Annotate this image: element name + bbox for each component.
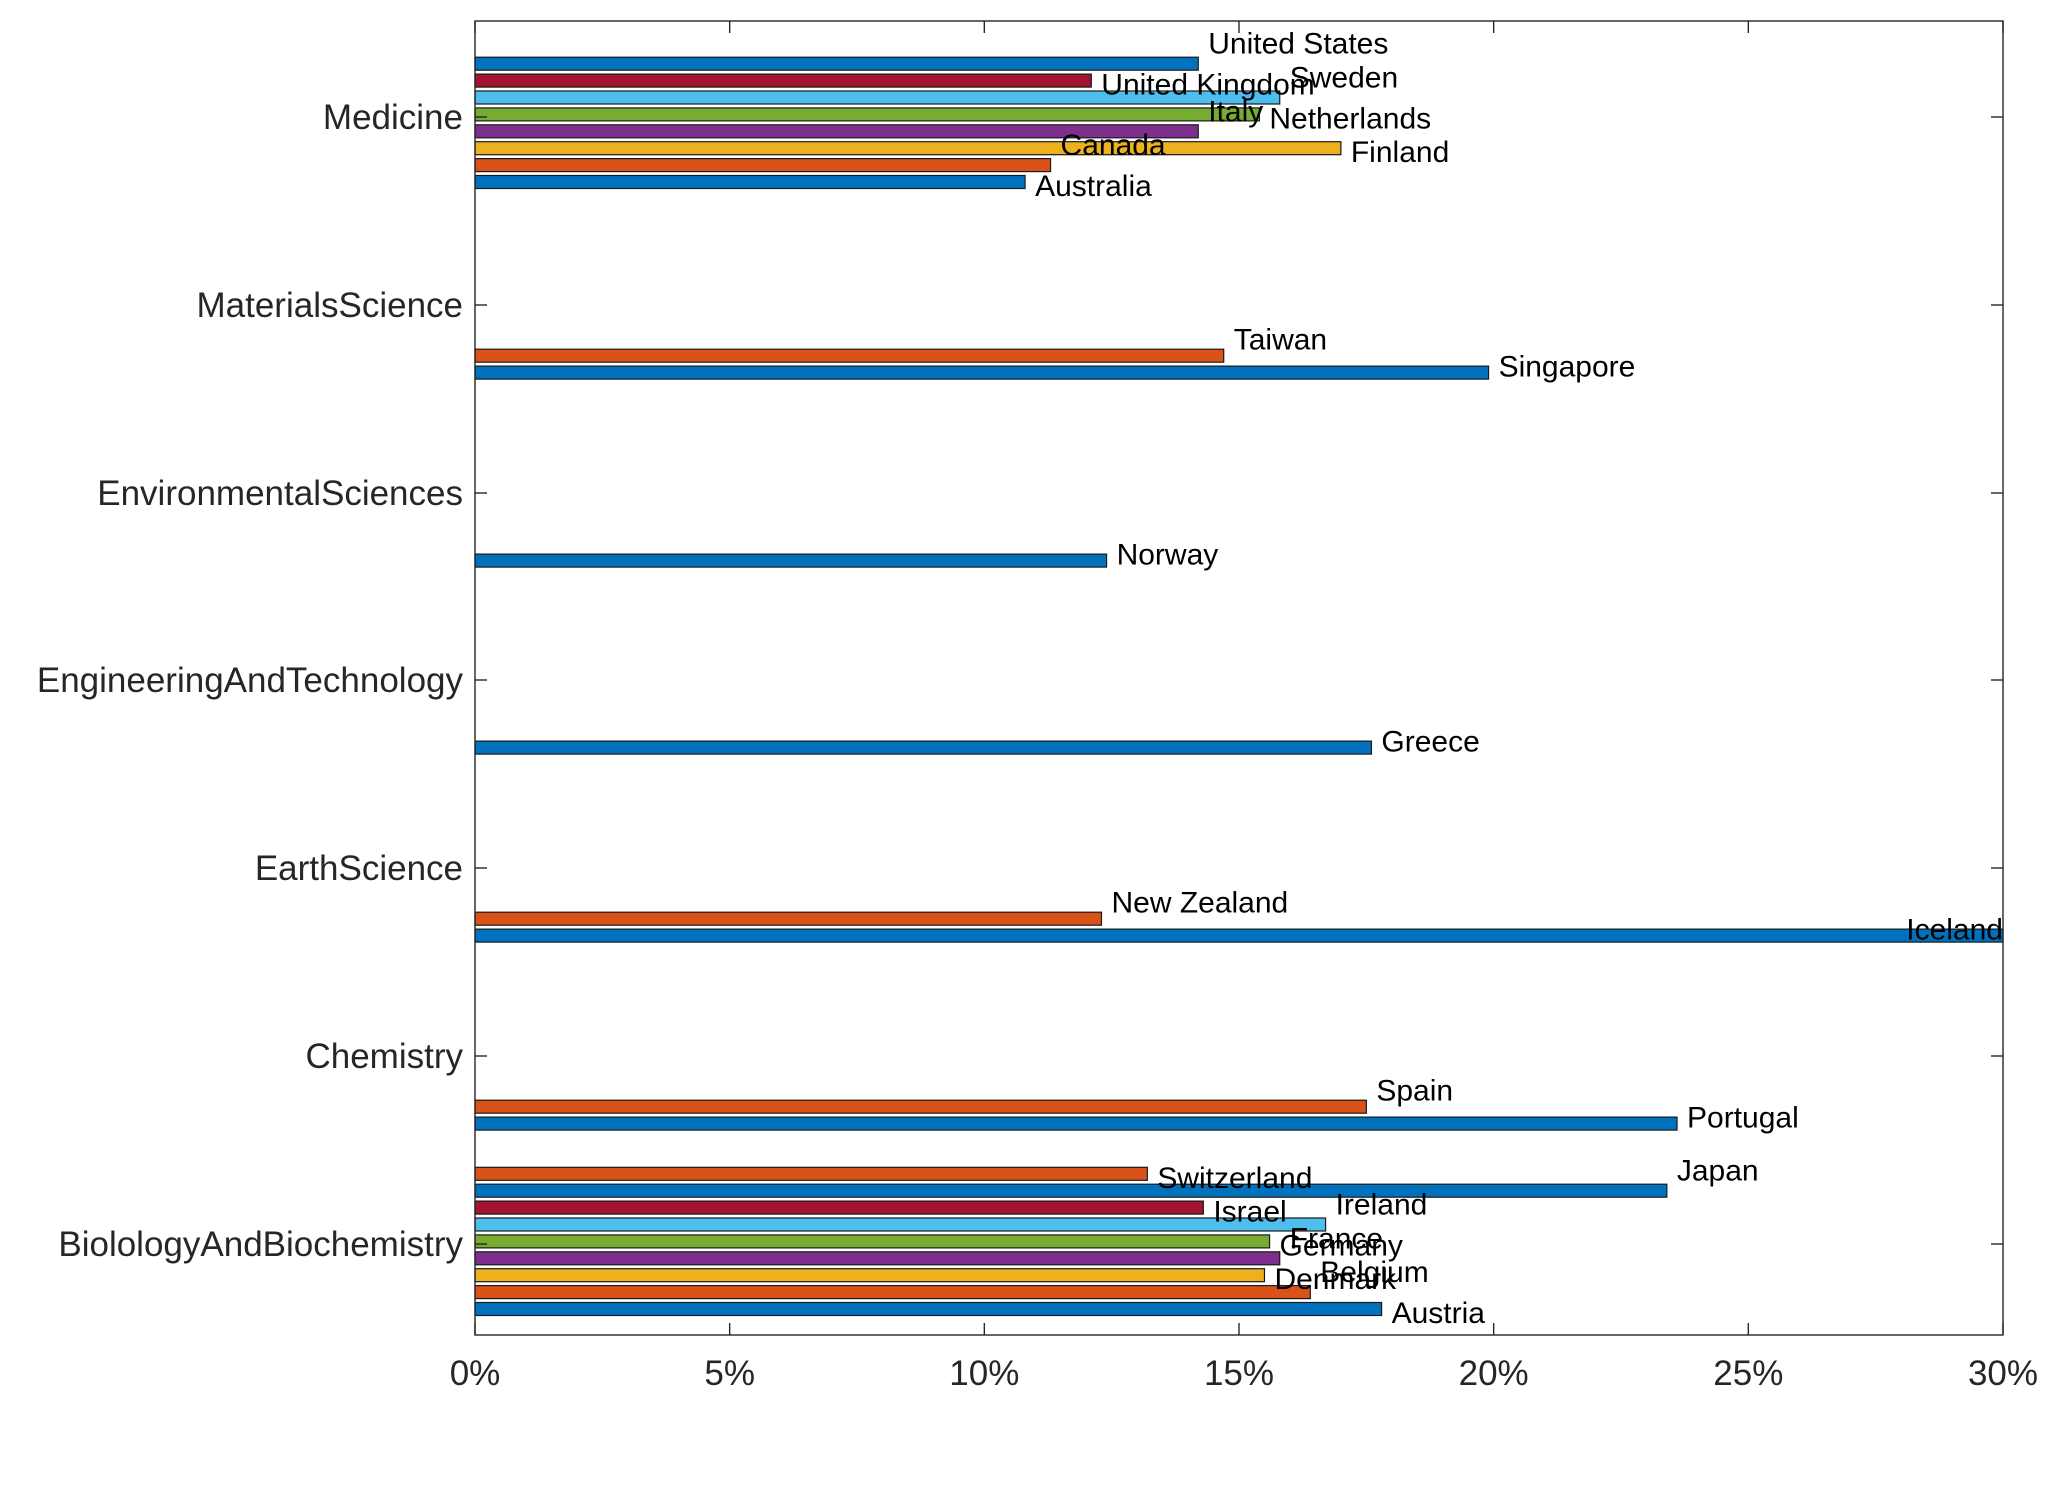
- bar-taiwan: [474, 348, 1225, 363]
- bar-portugal: [474, 1116, 1678, 1131]
- bar-label-netherlands: Netherlands: [1269, 102, 1431, 135]
- bar-label-italy: Italy: [1208, 95, 1263, 128]
- bar-label-canada: Canada: [1061, 129, 1166, 162]
- bar-japan: [474, 1183, 1668, 1198]
- bar-greece: [474, 740, 1373, 755]
- bar-label-belgium: Belgium: [1320, 1256, 1428, 1289]
- category-label: Chemistry: [305, 1037, 463, 1076]
- bar-label-finland: Finland: [1351, 136, 1449, 169]
- bar-new-zealand: [474, 911, 1103, 926]
- bar-denmark: [474, 1268, 1266, 1283]
- axes-layer: 0% 5% 10% 15% 20% 25% 30% Medicine MaterialsScie…: [37, 20, 2038, 1393]
- bar-austria: [474, 1301, 1383, 1317]
- bar-united-kingdom: [474, 73, 1092, 88]
- bar-ireland: [474, 1217, 1327, 1232]
- bar-label-iceland: Iceland: [1906, 914, 2003, 947]
- axes-box: [474, 20, 2004, 1336]
- bar-label-united-kingdom: United Kingdom: [1101, 69, 1314, 102]
- bar-united-states: [474, 56, 1199, 71]
- category-label: Medicine: [323, 98, 463, 137]
- bar-canada: [474, 158, 1052, 173]
- category-label: MaterialsScience: [197, 286, 464, 325]
- bar-label-germany: Germany: [1280, 1229, 1403, 1262]
- bar-germany: [474, 1234, 1271, 1249]
- bar-label-israel: Israel: [1213, 1196, 1286, 1229]
- bar-label-ireland: Ireland: [1336, 1189, 1428, 1222]
- bar-label-greece: Greece: [1381, 726, 1479, 759]
- bar-label-portugal: Portugal: [1687, 1102, 1799, 1135]
- bar-label-switzerland: Switzerland: [1157, 1162, 1312, 1195]
- bar-australia: [474, 174, 1026, 190]
- bar-netherlands: [474, 107, 1260, 122]
- bar-switzerland: [474, 1166, 1148, 1181]
- bar-label-france: France: [1290, 1222, 1383, 1255]
- bar-israel: [474, 1200, 1204, 1215]
- bar-label-denmark: Denmark: [1274, 1263, 1397, 1296]
- bar-label-sweden: Sweden: [1290, 62, 1398, 95]
- bar-label-austria: Austria: [1392, 1297, 1486, 1330]
- category-label: EnvironmentalSciences: [97, 474, 463, 513]
- x-tick-label: 10%: [949, 1354, 1019, 1393]
- x-tick-label: 20%: [1459, 1354, 1529, 1393]
- x-tick-label: 0%: [450, 1354, 501, 1393]
- bar-label-australia: Australia: [1035, 170, 1152, 203]
- bar-label-singapore: Singapore: [1499, 351, 1636, 384]
- category-label: EngineeringAndTechnology: [37, 661, 464, 700]
- x-tick-label: 5%: [704, 1354, 755, 1393]
- category-label: EarthScience: [255, 849, 463, 888]
- bar-labels-layer: Australia Canada Finland Italy Netherlands Sw…: [1035, 28, 2003, 1330]
- bar-label-united-states: United States: [1208, 28, 1388, 61]
- bar-belgium: [474, 1284, 1311, 1300]
- bar-singapore: [474, 365, 1490, 380]
- x-tick-label: 30%: [1968, 1354, 2038, 1393]
- bar-label-japan: Japan: [1677, 1155, 1759, 1188]
- bar-iceland: [474, 928, 2004, 943]
- bar-label-norway: Norway: [1117, 539, 1219, 572]
- bar-spain: [474, 1099, 1367, 1114]
- category-label: BiolologyAndBiochemistry: [58, 1225, 463, 1264]
- bar-label-new-zealand: New Zealand: [1111, 887, 1288, 920]
- bar-label-taiwan: Taiwan: [1234, 324, 1327, 357]
- bar-label-spain: Spain: [1376, 1075, 1453, 1108]
- x-tick-label: 15%: [1204, 1354, 1274, 1393]
- x-tick-label: 25%: [1713, 1354, 1783, 1393]
- bar-france: [474, 1251, 1281, 1266]
- bar-norway: [474, 553, 1108, 568]
- bar-finland: [474, 141, 1342, 156]
